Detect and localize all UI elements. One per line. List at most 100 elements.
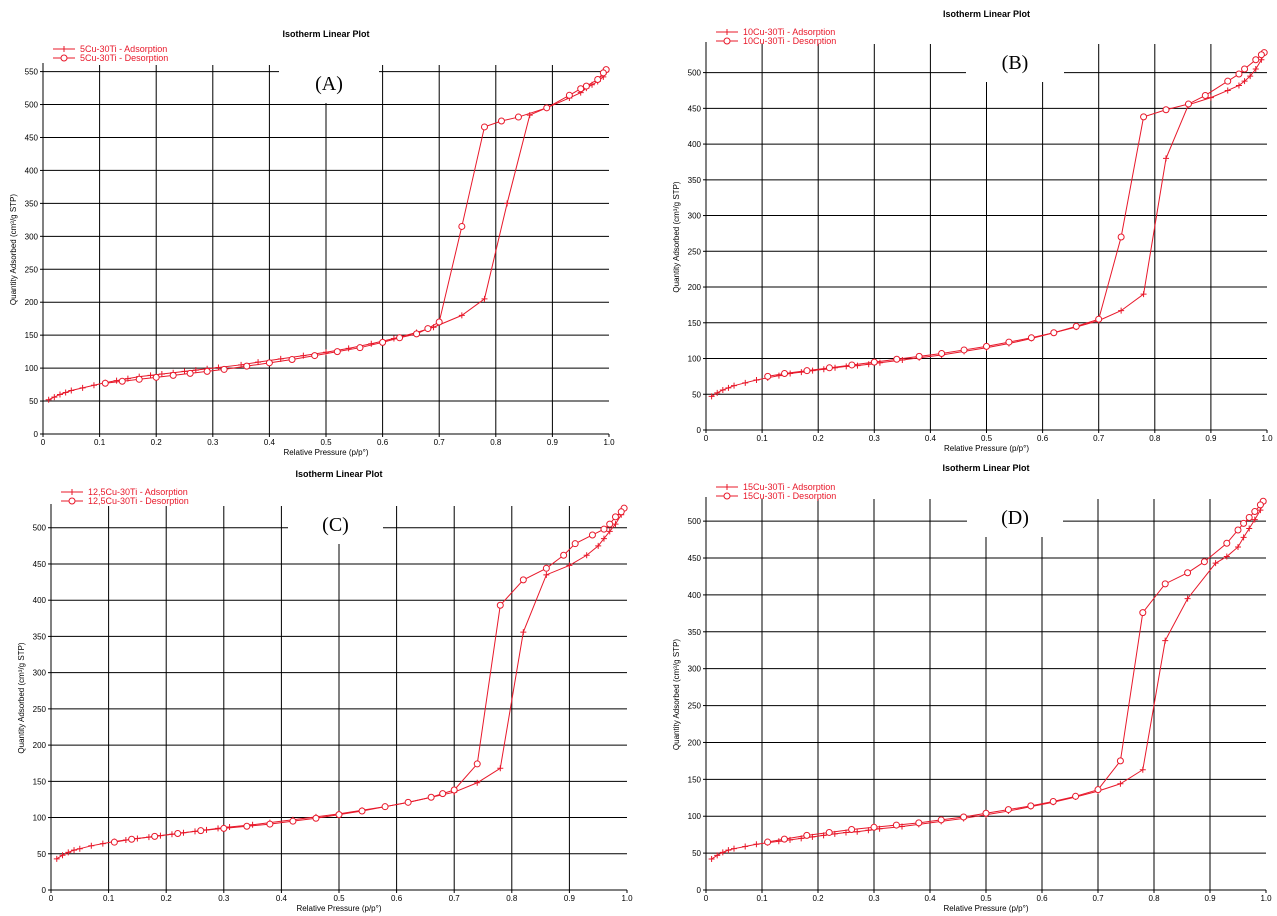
legend-entry: 15Cu-30Ti - Desorption: [716, 491, 836, 501]
data-point: [135, 375, 143, 383]
x-tick-label: 1.0: [1261, 434, 1273, 443]
x-tick-label: 0.7: [1092, 894, 1104, 903]
data-point: [600, 525, 608, 533]
data-point: [731, 845, 737, 852]
data-point: [1201, 91, 1209, 99]
y-tick-label: 0: [42, 886, 47, 895]
y-axis-label: Quantity Adsorbed (cm³/g STP): [17, 642, 26, 753]
data-point: [504, 200, 511, 207]
series-adsorption: [45, 68, 610, 403]
data-point: [938, 350, 946, 358]
data-point: [68, 387, 75, 394]
series-desorption: [101, 66, 610, 387]
legend-entry: 5Cu-30Ti - Adsorption: [53, 44, 167, 54]
y-tick-label: 250: [25, 265, 39, 274]
y-tick-label: 350: [25, 199, 39, 208]
x-tick-label: 0.4: [925, 434, 937, 443]
series-desorption: [764, 49, 1268, 380]
y-tick-label: 400: [33, 596, 47, 605]
y-tick-label: 450: [33, 560, 47, 569]
x-tick-label: 0: [41, 438, 46, 447]
y-axis-label: Quantity Adsorbed (cm³/g STP): [672, 181, 681, 292]
data-point: [708, 856, 715, 863]
y-tick-label: 150: [25, 331, 39, 340]
data-point: [169, 371, 177, 379]
data-point: [725, 384, 732, 391]
x-tick-label: 0.6: [1037, 434, 1049, 443]
x-tick-label: 0.2: [813, 434, 825, 443]
x-tick-label: 0: [49, 894, 54, 903]
x-tick-label: 0: [704, 434, 709, 443]
x-tick-label: 0.7: [1093, 434, 1105, 443]
data-point: [59, 852, 66, 859]
data-point: [45, 396, 52, 403]
x-tick-label: 0.5: [981, 434, 993, 443]
data-point: [226, 823, 233, 830]
panel-label: (A): [315, 73, 343, 95]
data-point: [1004, 806, 1012, 814]
x-tick-label: 0.7: [449, 894, 461, 903]
data-point: [708, 393, 715, 400]
x-tick-label: 0.5: [320, 438, 332, 447]
data-point: [381, 803, 389, 811]
data-point: [128, 835, 136, 843]
legend-marker: [68, 497, 76, 505]
data-point: [742, 843, 749, 850]
data-point: [1223, 539, 1231, 547]
data-point: [899, 356, 906, 363]
data-point: [1246, 525, 1253, 532]
data-point: [1049, 797, 1057, 805]
data-point: [1200, 558, 1208, 566]
chart-panel-b: Isotherm Linear Plot 0 0.1 0.2 0.3 0.4 0.5 0.6 0…: [672, 9, 1273, 453]
x-axis-label: Relative Pressure (p/p°): [296, 904, 381, 913]
data-point: [1072, 322, 1080, 330]
data-point: [599, 69, 607, 77]
data-point: [617, 508, 625, 516]
data-point: [220, 824, 228, 832]
data-point: [53, 855, 60, 862]
data-point: [289, 817, 297, 825]
y-tick-label: 50: [692, 849, 701, 858]
chart-title: Isotherm Linear Plot: [942, 463, 1029, 473]
x-tick-label: 0.2: [161, 894, 173, 903]
data-point: [65, 849, 72, 856]
data-point: [243, 822, 251, 830]
x-tick-label: 0.9: [564, 894, 576, 903]
y-tick-label: 450: [688, 104, 702, 113]
y-tick-label: 0: [34, 430, 39, 439]
series-line: [48, 71, 607, 401]
legend-label: 12,5Cu-30Ti - Desorption: [88, 496, 189, 506]
series-line: [711, 52, 1265, 397]
y-tick-label: 0: [697, 426, 702, 435]
y-tick-label: 50: [29, 397, 38, 406]
x-tick-label: 0.1: [757, 434, 769, 443]
y-tick-label: 200: [688, 283, 702, 292]
legend-label: 12,5Cu-30Ti - Adsorption: [88, 487, 188, 497]
y-tick-label: 100: [688, 355, 702, 364]
data-point: [612, 521, 619, 528]
data-point: [335, 811, 343, 819]
x-tick-label: 0.6: [1036, 894, 1048, 903]
y-tick-label: 100: [25, 364, 39, 373]
data-point: [915, 352, 923, 360]
data-point: [565, 91, 573, 99]
chart-title: Isotherm Linear Plot: [295, 469, 382, 479]
y-tick-label: 550: [25, 68, 39, 77]
data-point: [90, 382, 97, 389]
data-point: [79, 384, 86, 391]
data-point: [725, 847, 732, 854]
x-tick-label: 0.3: [869, 434, 881, 443]
chart-title: Isotherm Linear Plot: [282, 29, 369, 39]
x-tick-label: 1.0: [603, 438, 615, 447]
y-tick-label: 450: [25, 133, 39, 142]
data-point: [1050, 329, 1058, 337]
series-desorption: [110, 504, 628, 846]
data-point: [1251, 516, 1258, 523]
y-tick-label: 500: [25, 101, 39, 110]
data-point: [1184, 595, 1191, 602]
y-tick-label: 50: [37, 850, 46, 859]
y-tick-label: 300: [33, 669, 47, 678]
data-point: [1252, 66, 1259, 73]
y-tick-label: 250: [33, 705, 47, 714]
data-point: [266, 820, 274, 828]
